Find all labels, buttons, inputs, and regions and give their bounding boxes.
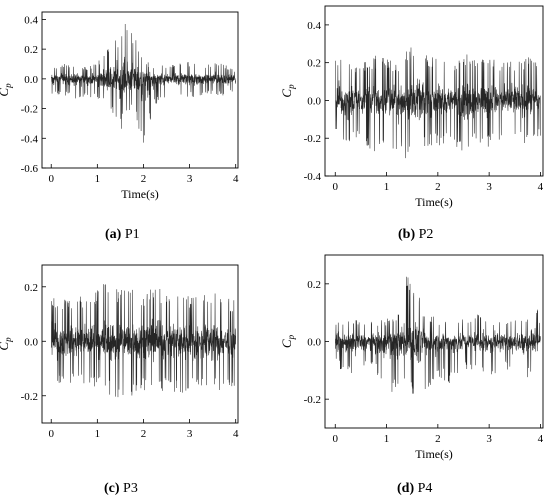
chart-d-x-tick-label: 1 (384, 433, 390, 445)
chart-b-x-tick-label: 4 (538, 181, 544, 193)
caption-c: (c) P3 (104, 481, 138, 497)
chart-a-plot-frame (41, 11, 239, 169)
chart-b-x-tick-label: 1 (384, 181, 390, 193)
chart-d-x-tick-label: 2 (435, 433, 441, 445)
chart-a-x-tick-label: 4 (233, 173, 239, 185)
chart-b-plot-frame (324, 5, 544, 177)
chart-d-y-tick-label: 0.2 (307, 279, 321, 291)
chart-b-y-tick-label: 0.2 (307, 58, 321, 70)
caption-d-label: P4 (417, 481, 433, 496)
caption-c-letter: (c) (104, 481, 120, 496)
chart-b-y-tick-label: 0.4 (307, 20, 321, 32)
chart-c-signal-line (50, 284, 236, 398)
chart-d-x-tick-label: 0 (333, 433, 339, 445)
chart-a-y-tick-label: -0.4 (21, 133, 39, 145)
chart-b-signal-line (334, 47, 541, 159)
chart-b-y-tick-label: 0.0 (307, 95, 321, 107)
caption-a-letter: (a) (105, 227, 122, 242)
caption-a-label: P1 (124, 227, 140, 242)
chart-c-x-tick-label: 3 (187, 428, 193, 440)
chart-d-y-tick-label: -0.2 (304, 394, 321, 406)
chart-c-y-axis-label: Cp (0, 337, 13, 351)
chart-c-y-tick-label: -0.2 (21, 391, 38, 403)
chart-a: 0 1 2 3 4 -0.6 -0.4 -0.2 0.0 0.2 0.4 Time(s) Cp (0, 11, 239, 201)
chart-a-y-tick-label: -0.6 (21, 163, 39, 175)
chart-d-x-tick-label: 3 (486, 433, 492, 445)
chart-a-y-tick-label: -0.2 (21, 104, 38, 116)
chart-d-y-tick-label: 0.0 (307, 337, 321, 349)
caption-b-label: P2 (418, 227, 434, 242)
chart-c: 0 1 2 3 4 -0.2 0.0 0.2 Cp (0, 264, 239, 440)
chart-a-signal-line (50, 23, 236, 143)
chart-b-y-tick-label: -0.4 (304, 171, 322, 183)
caption-a: (a) P1 (105, 227, 140, 243)
caption-b: (b) P2 (398, 227, 433, 243)
chart-a-x-tick-label: 1 (95, 173, 101, 185)
chart-b: 0 1 2 3 4 -0.4 -0.2 0.0 0.2 0.4 Time(s) Cp (279, 5, 544, 209)
chart-a-y-axis-label: Cp (0, 83, 13, 97)
chart-c-x-tick-label: 0 (48, 428, 54, 440)
chart-c-y-tick-label: 0.2 (24, 282, 38, 294)
chart-d-signal-line (334, 276, 541, 394)
chart-d-x-axis-label: Time(s) (415, 447, 453, 461)
chart-a-x-tick-label: 2 (141, 173, 147, 185)
chart-b-y-axis-label: Cp (279, 84, 296, 98)
chart-c-x-tick-label: 4 (233, 428, 239, 440)
chart-c-x-tick-label: 2 (141, 428, 147, 440)
chart-c-plot-frame (41, 264, 239, 424)
chart-b-x-tick-label: 2 (435, 181, 441, 193)
chart-d-y-axis-label: Cp (279, 334, 296, 348)
chart-a-x-axis-label: Time(s) (121, 187, 159, 201)
chart-a-x-tick-label: 3 (187, 173, 193, 185)
chart-a-y-tick-label: 0.2 (24, 44, 38, 56)
chart-c-x-tick-label: 1 (95, 428, 101, 440)
chart-d: 0 1 2 3 4 -0.2 0.0 0.2 Time(s) Cp (279, 254, 544, 461)
chart-a-x-tick-label: 0 (48, 173, 54, 185)
chart-b-x-tick-label: 3 (486, 181, 492, 193)
chart-b-x-axis-label: Time(s) (415, 195, 453, 209)
caption-b-letter: (b) (398, 227, 416, 242)
chart-b-x-tick-label: 0 (333, 181, 339, 193)
caption-d: (d) P4 (397, 481, 432, 497)
chart-a-y-tick-label: 0.4 (24, 14, 38, 26)
chart-b-y-tick-label: -0.2 (304, 133, 321, 145)
caption-d-letter: (d) (397, 481, 415, 496)
chart-a-y-tick-label: 0.0 (24, 74, 38, 86)
chart-c-y-tick-label: 0.0 (24, 336, 38, 348)
chart-d-x-tick-label: 4 (538, 433, 544, 445)
caption-c-label: P3 (123, 481, 138, 496)
